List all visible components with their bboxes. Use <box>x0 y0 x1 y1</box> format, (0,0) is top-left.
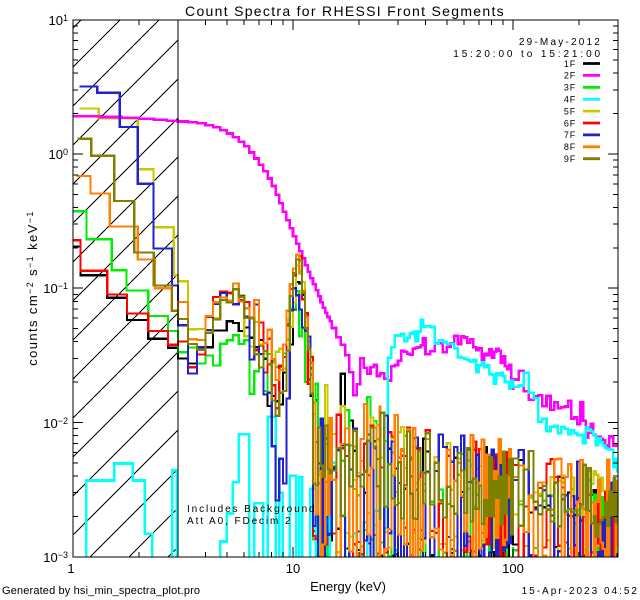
svg-text:3F: 3F <box>564 83 576 93</box>
svg-text:Generated by hsi_min_spectra_p: Generated by hsi_min_spectra_plot.pro <box>2 585 200 597</box>
svg-text:100: 100 <box>502 561 524 576</box>
svg-text:Energy (keV): Energy (keV) <box>310 579 386 594</box>
svg-text:29-May-2012: 29-May-2012 <box>519 37 602 48</box>
svg-text:5F: 5F <box>564 106 576 116</box>
svg-text:8F: 8F <box>564 142 576 152</box>
svg-text:Includes Background: Includes Background <box>187 504 317 515</box>
svg-text:9F: 9F <box>564 154 576 164</box>
svg-text:1: 1 <box>67 561 74 576</box>
svg-text:Att A0, FDecim 2: Att A0, FDecim 2 <box>187 516 292 527</box>
svg-text:1F: 1F <box>564 59 576 69</box>
svg-text:7F: 7F <box>564 130 576 140</box>
svg-text:counts cm−2 s−1 keV−1: counts cm−2 s−1 keV−1 <box>25 210 40 366</box>
svg-text:Count Spectra for RHESSI Front: Count Spectra for RHESSI Front Segments <box>185 3 505 19</box>
svg-text:2F: 2F <box>564 71 576 81</box>
svg-text:6F: 6F <box>564 118 576 128</box>
svg-text:15:20:00 to 15:21:00: 15:20:00 to 15:21:00 <box>453 49 603 60</box>
svg-text:15-Apr-2023 04:52: 15-Apr-2023 04:52 <box>522 586 639 597</box>
svg-text:4F: 4F <box>564 95 576 105</box>
svg-text:10: 10 <box>286 561 300 576</box>
